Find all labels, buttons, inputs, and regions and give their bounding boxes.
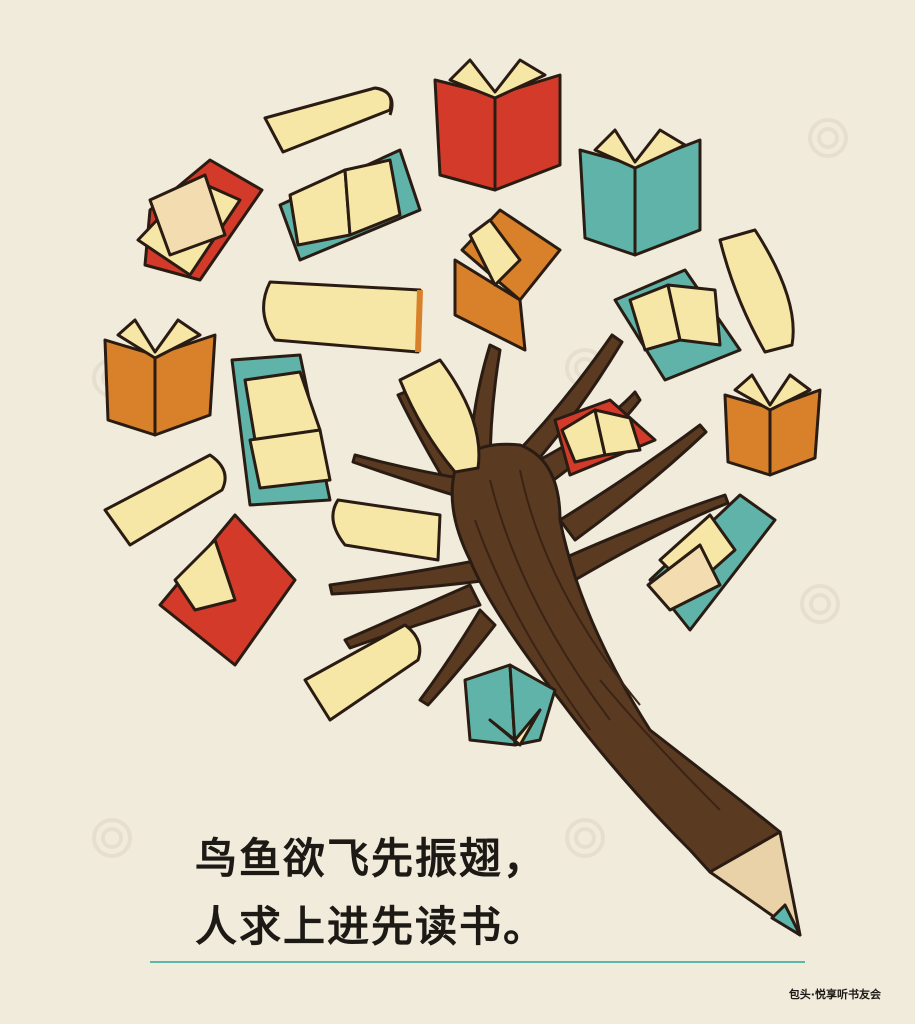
book-orange-center (453, 208, 562, 352)
book-red-top (433, 58, 562, 192)
book-closed-center (398, 358, 481, 474)
book-closed-right-upper (718, 228, 795, 354)
credit-text: 包头·悦享听书友会 (788, 988, 881, 1001)
book-red-bottom (158, 513, 297, 667)
book-fan-right-upper (613, 268, 742, 382)
poem-line-2: 人求上进先读书。 (195, 902, 548, 951)
book-orange-left (103, 318, 217, 437)
book-closed-left-lower (103, 453, 227, 547)
books (103, 58, 822, 747)
book-fan-left-mid (230, 353, 332, 507)
book-orange-right (723, 373, 822, 477)
book-closed-mid-lower (331, 498, 442, 562)
poem-line-1: 鸟鱼欲飞先振翅， (195, 834, 548, 883)
book-closed-top-left (263, 86, 394, 154)
book-fan-top-mid (278, 148, 422, 262)
book-fan-center-right (553, 398, 657, 477)
book-fan-right-lower (646, 493, 777, 632)
book-closed-center-left (262, 280, 423, 354)
book-teal-top (578, 128, 702, 257)
book-closed-bottom (303, 623, 422, 722)
book-fan-left-top (136, 158, 264, 282)
book-teal-bottom (463, 663, 557, 747)
